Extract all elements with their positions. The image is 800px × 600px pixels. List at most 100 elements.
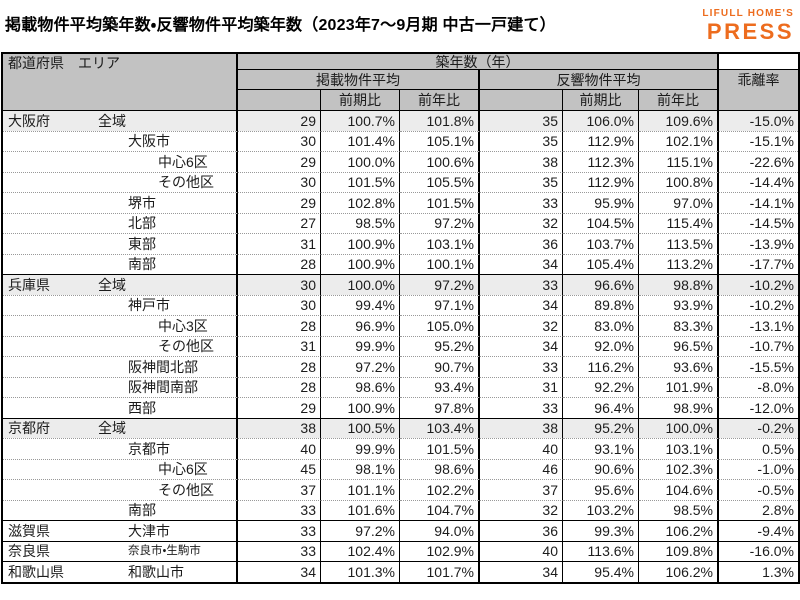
prefecture-label: 大阪府 (8, 112, 50, 129)
response-prev-year-value: 115.4% (639, 212, 719, 233)
response-prev-year-value: 109.6% (639, 110, 719, 131)
listed-prev-period-value: 100.5% (321, 417, 400, 438)
response-age-value: 36 (480, 520, 563, 541)
response-prev-period-value: 92.0% (563, 335, 639, 356)
response-age-value: 36 (480, 233, 563, 254)
row-label: その他区 (3, 171, 238, 192)
listed-prev-year-value: 95.2% (400, 335, 480, 356)
divergence-rate-value: 1.3% (719, 561, 798, 582)
listed-prev-year-value: 94.0% (400, 520, 480, 541)
response-prev-period-value: 89.8% (563, 294, 639, 315)
prefecture-label: 兵庫県 (8, 276, 50, 293)
divergence-rate-value: -10.2% (719, 294, 798, 316)
listed-prev-period-value: 100.9% (321, 233, 400, 254)
response-prev-year-value: 101.9% (639, 376, 719, 397)
row-label: 奈良県 奈良市・生駒市 (3, 540, 238, 561)
divergence-rate-value: -9.4% (719, 520, 798, 541)
area-label: 和歌山市 (128, 563, 184, 580)
response-prev-year-value: 113.2% (639, 253, 719, 274)
response-prev-period-value: 112.9% (563, 171, 639, 192)
listed-prev-year-value: 101.8% (400, 110, 480, 131)
prefecture-label: 和歌山県 (8, 563, 64, 580)
row-label: 南部 (3, 253, 238, 274)
response-prev-year-value: 96.5% (639, 335, 719, 356)
area-label: 奈良市・生駒市 (128, 544, 201, 557)
listed-prev-period-value: 100.9% (321, 397, 400, 418)
area-label: 中心6区 (158, 461, 208, 478)
listed-prev-year-value: 101.5% (400, 438, 480, 459)
divergence-rate-value: -13.1% (719, 315, 798, 336)
listed-prev-period-value: 97.2% (321, 356, 400, 377)
response-prev-year-value: 115.1% (639, 151, 719, 172)
listed-age-value: 30 (238, 294, 321, 315)
response-age-value: 31 (480, 376, 563, 397)
listed-age-value: 29 (238, 151, 321, 172)
response-prev-period-value: 103.7% (563, 233, 639, 254)
listed-age-value: 33 (238, 540, 321, 561)
row-label: 北部 (3, 212, 238, 233)
row-label: 西部 (3, 397, 238, 418)
listed-prev-period-value: 100.0% (321, 274, 400, 295)
row-label: 阪神間南部 (3, 376, 238, 397)
area-label: 全域 (98, 420, 126, 437)
listed-prev-year-value: 97.2% (400, 274, 480, 295)
listed-age-value: 37 (238, 479, 321, 500)
response-age-value: 38 (480, 417, 563, 438)
listed-age-value: 33 (238, 520, 321, 541)
listed-age-value: 31 (238, 233, 321, 254)
area-label: 大阪市 (128, 133, 170, 150)
row-label: 滋賀県 大津市 (3, 520, 238, 541)
listed-prev-year-value: 100.6% (400, 151, 480, 172)
listed-age-value: 27 (238, 212, 321, 233)
listed-age-value: 30 (238, 274, 321, 295)
response-age-value: 32 (480, 499, 563, 520)
response-prev-period-value: 104.5% (563, 212, 639, 233)
divergence-rate-value: -10.2% (719, 274, 798, 295)
area-label: 神戸市 (128, 297, 170, 314)
listed-age-value: 29 (238, 397, 321, 418)
listed-prev-year-value: 90.7% (400, 356, 480, 377)
header-listed-prev-year: 前年比 (400, 90, 480, 110)
listed-prev-year-value: 101.5% (400, 192, 480, 213)
listed-prev-period-value: 99.9% (321, 438, 400, 459)
header-response-prev-period: 前期比 (563, 90, 639, 110)
listed-prev-year-value: 102.9% (400, 540, 480, 561)
row-label: 阪神間北部 (3, 356, 238, 377)
header-empty-listed-value (238, 90, 321, 110)
divergence-rate-value: -15.0% (719, 110, 798, 131)
response-prev-year-value: 100.0% (639, 417, 719, 438)
divergence-rate-value: -12.0% (719, 397, 798, 418)
response-age-value: 34 (480, 335, 563, 356)
header-response-prev-year: 前年比 (639, 90, 719, 110)
response-prev-year-value: 83.3% (639, 315, 719, 336)
divergence-rate-value: -22.6% (719, 151, 798, 172)
response-age-value: 35 (480, 110, 563, 131)
listed-age-value: 30 (238, 171, 321, 192)
area-label: 全域 (98, 112, 126, 129)
response-age-value: 34 (480, 561, 563, 582)
area-label: 京都市 (128, 440, 170, 457)
listed-age-value: 30 (238, 130, 321, 151)
response-prev-year-value: 100.8% (639, 171, 719, 192)
listed-prev-period-value: 100.7% (321, 110, 400, 131)
row-label: 京都府 全域 (3, 417, 238, 438)
divergence-rate-value: -10.7% (719, 335, 798, 357)
lifull-homes-press-logo: LIFULL HOME'S PRESS (702, 9, 794, 43)
response-prev-year-value: 106.2% (639, 561, 719, 582)
response-prev-year-value: 109.8% (639, 540, 719, 561)
response-age-value: 37 (480, 479, 563, 500)
listed-prev-period-value: 97.2% (321, 520, 400, 541)
listed-prev-year-value: 103.1% (400, 233, 480, 254)
response-prev-period-value: 113.6% (563, 540, 639, 561)
row-label: 堺市 (3, 192, 238, 213)
divergence-rate-value: -1.0% (719, 458, 798, 480)
response-prev-period-value: 105.4% (563, 253, 639, 274)
response-age-value: 40 (480, 540, 563, 561)
response-prev-year-value: 98.5% (639, 499, 719, 520)
response-prev-period-value: 112.9% (563, 130, 639, 151)
listed-prev-year-value: 101.7% (400, 561, 480, 582)
area-label: 全域 (98, 276, 126, 293)
area-label: 大津市 (128, 522, 170, 539)
response-age-value: 34 (480, 253, 563, 274)
divergence-rate-value: -16.0% (719, 540, 798, 562)
